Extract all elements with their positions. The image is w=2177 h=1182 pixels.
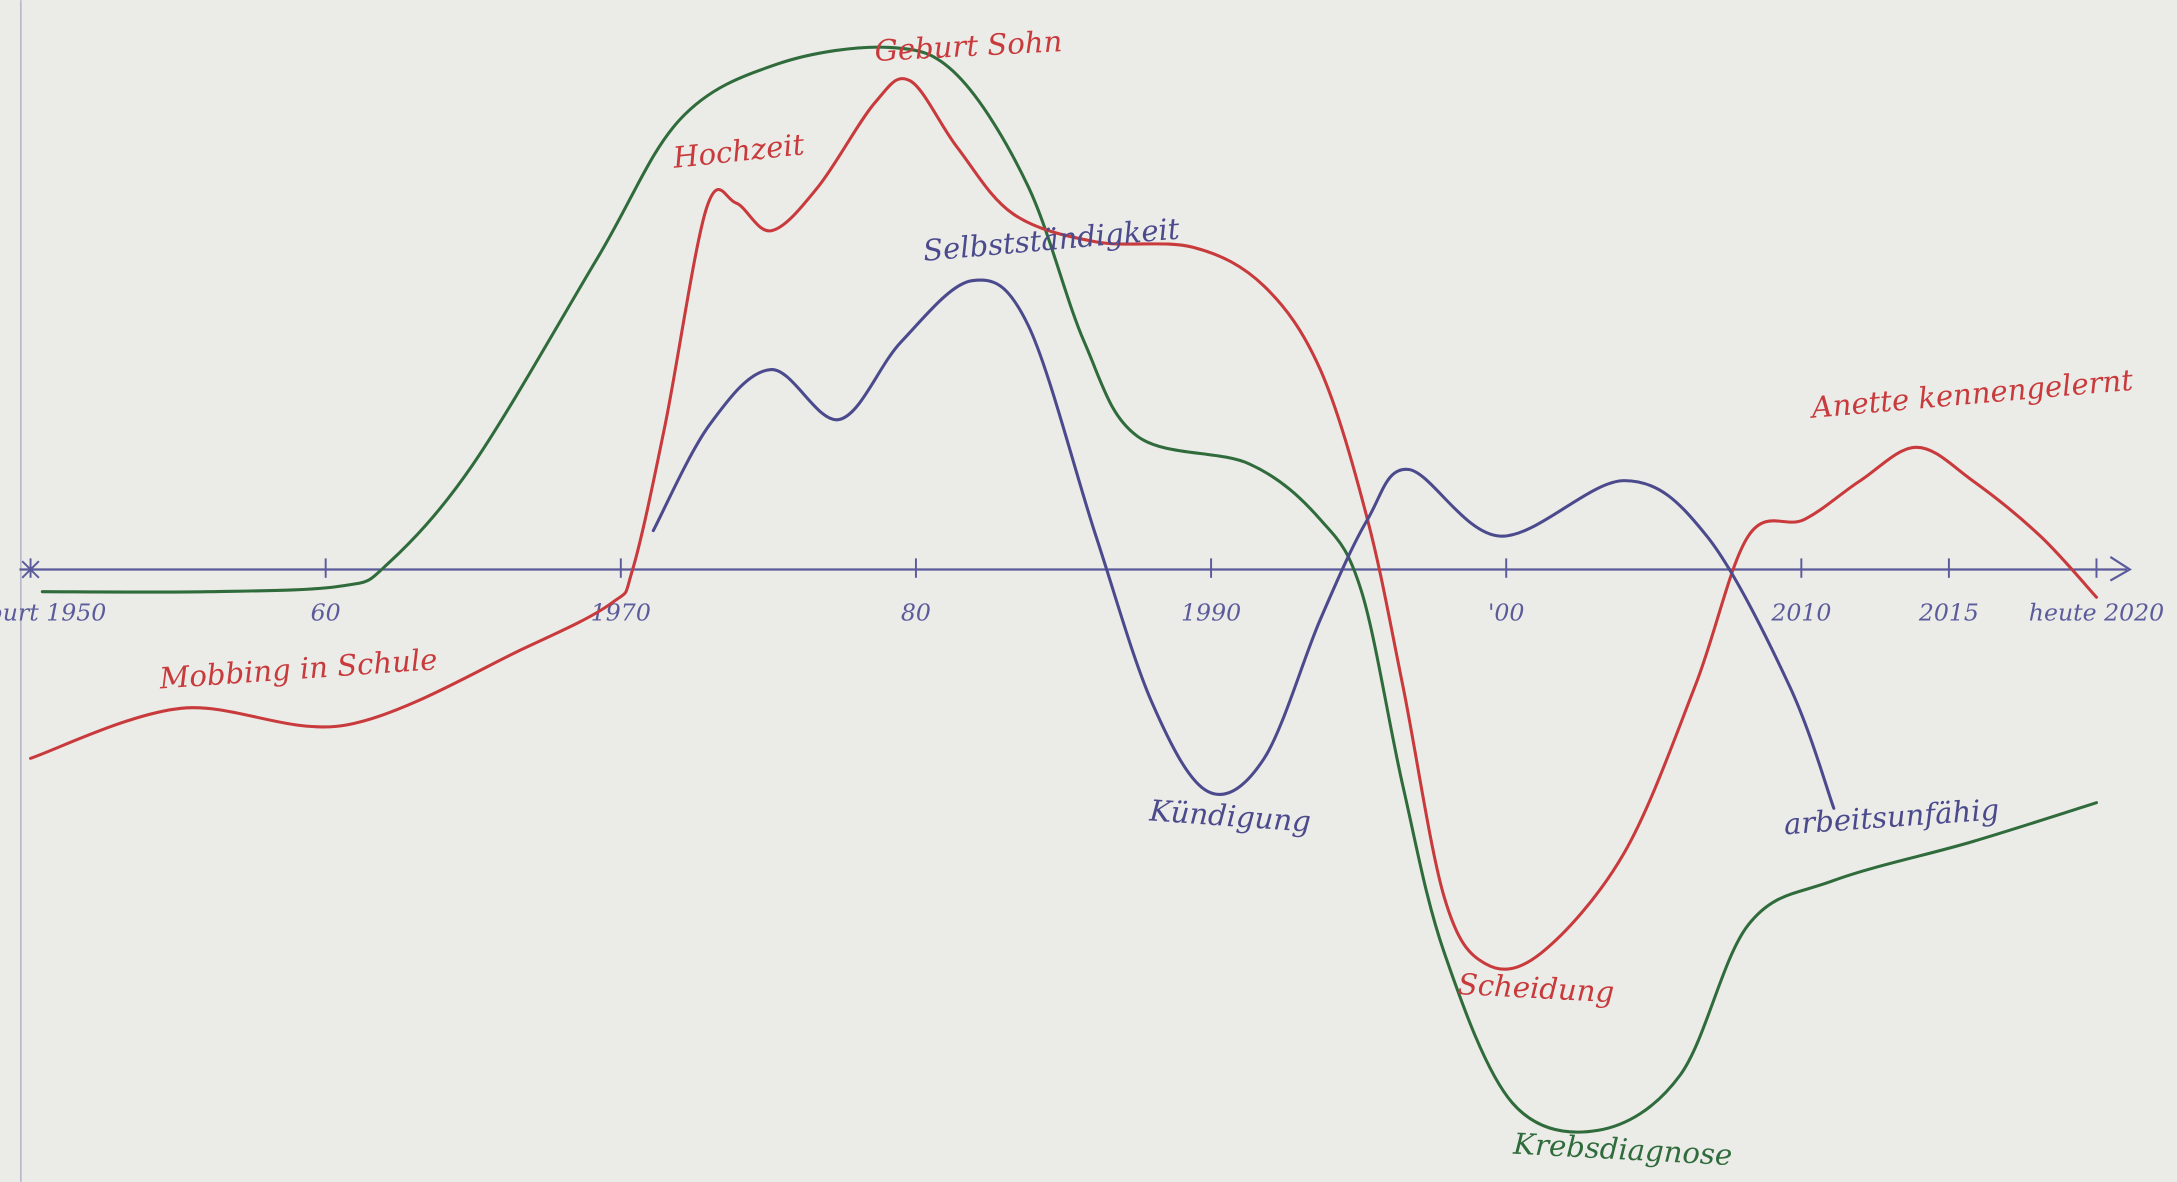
x-tick-label: Geburt 1950 — [0, 598, 106, 626]
x-tick-label: 2015 — [1918, 598, 1979, 626]
x-tick-label: 1990 — [1181, 598, 1241, 626]
x-tick-label: 80 — [901, 598, 931, 626]
chart: Geburt 1950601970801990'0020102015heute … — [0, 0, 2177, 1182]
x-tick-label: 2010 — [1770, 598, 1831, 626]
x-tick-label: 60 — [311, 598, 341, 626]
paper — [0, 0, 2177, 1182]
x-tick-label: heute 2020 — [2029, 598, 2164, 626]
x-tick-label: '00 — [1488, 598, 1525, 626]
